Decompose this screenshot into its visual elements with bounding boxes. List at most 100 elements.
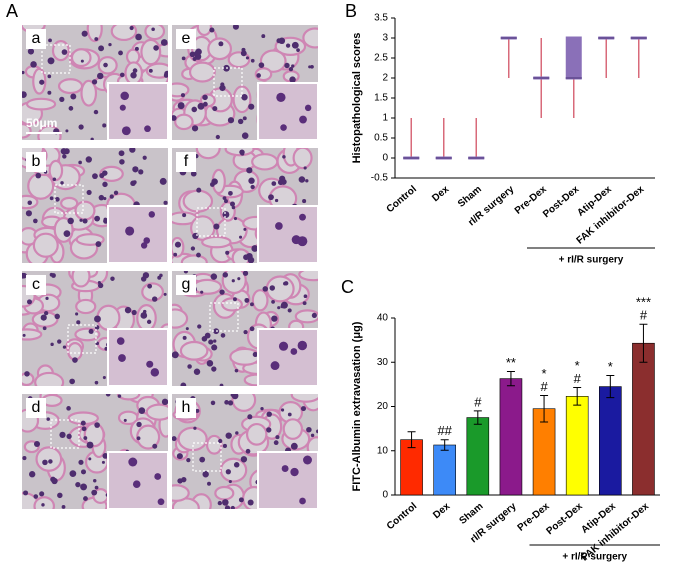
roi-box bbox=[213, 67, 243, 97]
alveolus bbox=[172, 82, 190, 98]
nucleus bbox=[25, 210, 32, 217]
nucleus bbox=[82, 218, 88, 224]
nucleus bbox=[174, 241, 182, 248]
nucleus bbox=[232, 25, 239, 30]
nucleus bbox=[61, 49, 68, 55]
tissue bbox=[22, 148, 168, 263]
inset-nucleus bbox=[140, 242, 148, 249]
error-bar bbox=[540, 394, 549, 423]
nucleus bbox=[209, 27, 215, 33]
bar bbox=[565, 396, 589, 496]
nucleus bbox=[190, 246, 196, 251]
inset-nucleus bbox=[144, 125, 151, 133]
letter-box bbox=[176, 152, 196, 172]
significance-mark: ** bbox=[506, 355, 516, 370]
nucleus bbox=[42, 326, 47, 331]
nucleus bbox=[94, 380, 99, 385]
nucleus bbox=[69, 470, 77, 477]
nucleus bbox=[177, 102, 185, 110]
alveolus bbox=[136, 304, 157, 332]
nucleus bbox=[176, 453, 183, 460]
alveolus bbox=[34, 371, 65, 386]
nucleus bbox=[227, 400, 234, 406]
nucleus bbox=[228, 479, 232, 484]
nucleus bbox=[302, 199, 307, 204]
nucleus bbox=[284, 62, 290, 69]
nucleus bbox=[250, 58, 255, 63]
nucleus bbox=[22, 91, 27, 98]
nucleus bbox=[66, 406, 71, 411]
nucleus bbox=[83, 436, 88, 440]
nucleus bbox=[200, 290, 204, 294]
roi-box bbox=[196, 207, 226, 237]
nucleus bbox=[60, 181, 64, 185]
inset-nucleus bbox=[118, 354, 126, 362]
nucleus bbox=[63, 230, 71, 237]
nucleus bbox=[242, 116, 247, 121]
nucleus bbox=[266, 427, 272, 433]
nucleus bbox=[271, 315, 278, 322]
nucleus bbox=[42, 459, 48, 466]
nucleus bbox=[248, 103, 255, 110]
nucleus bbox=[243, 254, 249, 261]
alveolus bbox=[251, 289, 269, 312]
alveolus bbox=[22, 123, 32, 139]
nucleus bbox=[287, 308, 292, 313]
nucleus bbox=[182, 335, 187, 340]
nucleus bbox=[35, 172, 42, 179]
roi-box bbox=[67, 324, 97, 354]
alveolus bbox=[22, 194, 39, 210]
inset-nucleus bbox=[120, 91, 129, 101]
image-letter: d bbox=[32, 399, 41, 416]
nucleus bbox=[80, 483, 88, 491]
nucleus bbox=[66, 433, 72, 439]
alveolus bbox=[201, 235, 232, 249]
nucleus bbox=[102, 375, 106, 380]
nucleus bbox=[211, 344, 218, 351]
nucleus bbox=[75, 481, 81, 488]
tissue bbox=[22, 271, 168, 386]
inset-nucleus bbox=[303, 455, 312, 465]
nucleus bbox=[57, 339, 62, 344]
nucleus bbox=[219, 383, 224, 386]
nucleus bbox=[119, 159, 125, 165]
nucleus bbox=[60, 148, 68, 155]
nucleus bbox=[130, 180, 136, 187]
inset-nucleus bbox=[119, 104, 126, 111]
nucleus bbox=[206, 360, 214, 367]
nucleus bbox=[93, 479, 97, 483]
nucleus bbox=[102, 123, 107, 128]
nucleus bbox=[130, 72, 137, 79]
nucleus bbox=[98, 45, 105, 52]
alveolus bbox=[172, 484, 190, 502]
nucleus bbox=[161, 398, 168, 405]
nucleus bbox=[247, 414, 253, 420]
nucleus bbox=[249, 326, 255, 332]
alveolus bbox=[195, 148, 221, 160]
nucleus bbox=[194, 50, 200, 57]
nucleus bbox=[262, 286, 269, 292]
bar bbox=[433, 444, 456, 496]
nucleus bbox=[172, 351, 179, 359]
inset-nucleus bbox=[299, 213, 306, 221]
nucleus bbox=[303, 294, 308, 299]
alveolus bbox=[83, 422, 105, 448]
histology-image: b bbox=[22, 148, 168, 263]
alveolus bbox=[290, 394, 318, 403]
nucleus bbox=[240, 50, 247, 57]
nucleus bbox=[189, 51, 196, 58]
y-tick-label: 2 bbox=[382, 73, 388, 84]
nucleus bbox=[80, 420, 86, 426]
image-letter: e bbox=[182, 30, 191, 47]
image-letter: c bbox=[32, 276, 40, 293]
nucleus bbox=[47, 57, 55, 65]
nucleus bbox=[94, 315, 101, 323]
nucleus bbox=[51, 273, 56, 278]
nucleus bbox=[44, 311, 49, 316]
nucleus bbox=[159, 273, 163, 278]
inset-nucleus bbox=[128, 457, 138, 467]
alveolus bbox=[32, 67, 47, 95]
significance-mark: *** bbox=[636, 295, 651, 310]
nucleus bbox=[108, 42, 112, 47]
nucleus bbox=[78, 124, 84, 130]
